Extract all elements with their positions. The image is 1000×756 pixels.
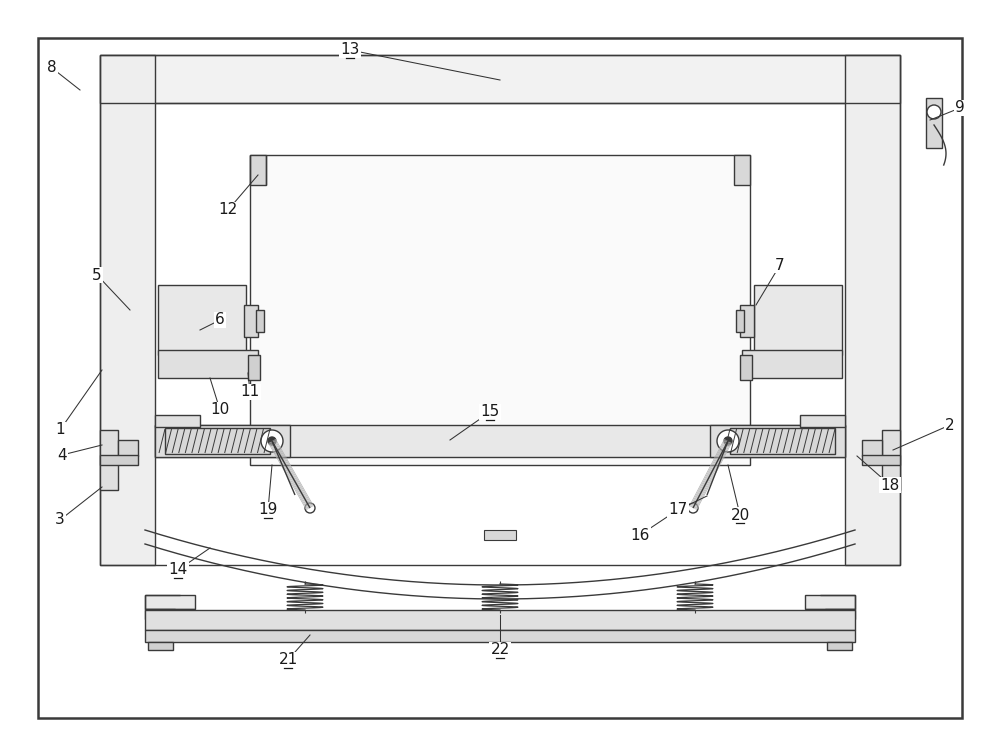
Text: 6: 6 <box>215 312 225 327</box>
Bar <box>244 305 258 337</box>
Bar <box>250 155 266 185</box>
Bar <box>256 310 264 332</box>
Bar <box>165 428 270 454</box>
Text: 11: 11 <box>240 385 260 399</box>
Circle shape <box>724 437 732 445</box>
Text: 1: 1 <box>55 423 65 438</box>
Bar <box>730 428 835 454</box>
Bar <box>862 440 882 456</box>
Circle shape <box>927 105 941 119</box>
Bar <box>38 38 962 718</box>
Circle shape <box>268 437 276 445</box>
Bar <box>742 350 842 378</box>
Text: 10: 10 <box>210 402 230 417</box>
Bar <box>118 440 138 456</box>
Bar <box>100 455 138 465</box>
Text: 15: 15 <box>480 404 500 420</box>
Bar <box>862 455 900 465</box>
Bar <box>145 595 195 609</box>
Text: 2: 2 <box>945 417 955 432</box>
Bar <box>145 609 175 619</box>
Bar <box>832 619 852 625</box>
Bar <box>158 350 258 378</box>
Circle shape <box>717 430 739 452</box>
Bar <box>845 55 900 565</box>
Bar <box>740 305 754 337</box>
Text: 12: 12 <box>218 203 238 218</box>
Bar <box>882 430 900 490</box>
Circle shape <box>688 503 698 513</box>
Bar <box>250 155 750 465</box>
Text: 13: 13 <box>340 42 360 57</box>
Bar <box>145 610 855 630</box>
Bar <box>736 310 744 332</box>
Bar <box>148 619 168 625</box>
Bar <box>145 630 855 642</box>
Text: 7: 7 <box>775 258 785 272</box>
Text: 9: 9 <box>955 101 965 116</box>
Text: 17: 17 <box>668 503 688 518</box>
Bar <box>100 55 155 565</box>
Bar <box>754 285 842 355</box>
Text: 8: 8 <box>47 60 57 76</box>
Bar <box>100 55 900 103</box>
Bar <box>740 355 752 380</box>
Text: 18: 18 <box>880 478 900 492</box>
Text: 14: 14 <box>168 562 188 578</box>
Text: 22: 22 <box>490 643 510 658</box>
Bar <box>484 530 516 540</box>
Bar <box>148 642 173 650</box>
Circle shape <box>305 503 315 513</box>
Text: 20: 20 <box>730 507 750 522</box>
Bar <box>248 355 260 380</box>
Text: 4: 4 <box>57 448 67 463</box>
Text: 3: 3 <box>55 513 65 528</box>
Bar <box>155 425 290 457</box>
Circle shape <box>261 430 283 452</box>
Bar <box>825 609 855 619</box>
Text: 19: 19 <box>258 503 278 518</box>
Text: 21: 21 <box>278 652 298 668</box>
Bar <box>710 425 845 457</box>
Bar <box>158 285 246 355</box>
Bar <box>155 425 845 457</box>
Bar <box>734 155 750 185</box>
Bar <box>827 642 852 650</box>
Bar <box>155 415 200 427</box>
Text: 16: 16 <box>630 528 650 543</box>
Bar <box>805 595 855 609</box>
Bar <box>926 98 942 148</box>
Bar <box>100 430 118 490</box>
Text: 5: 5 <box>92 268 102 283</box>
Bar <box>800 415 845 427</box>
Bar <box>100 55 900 565</box>
